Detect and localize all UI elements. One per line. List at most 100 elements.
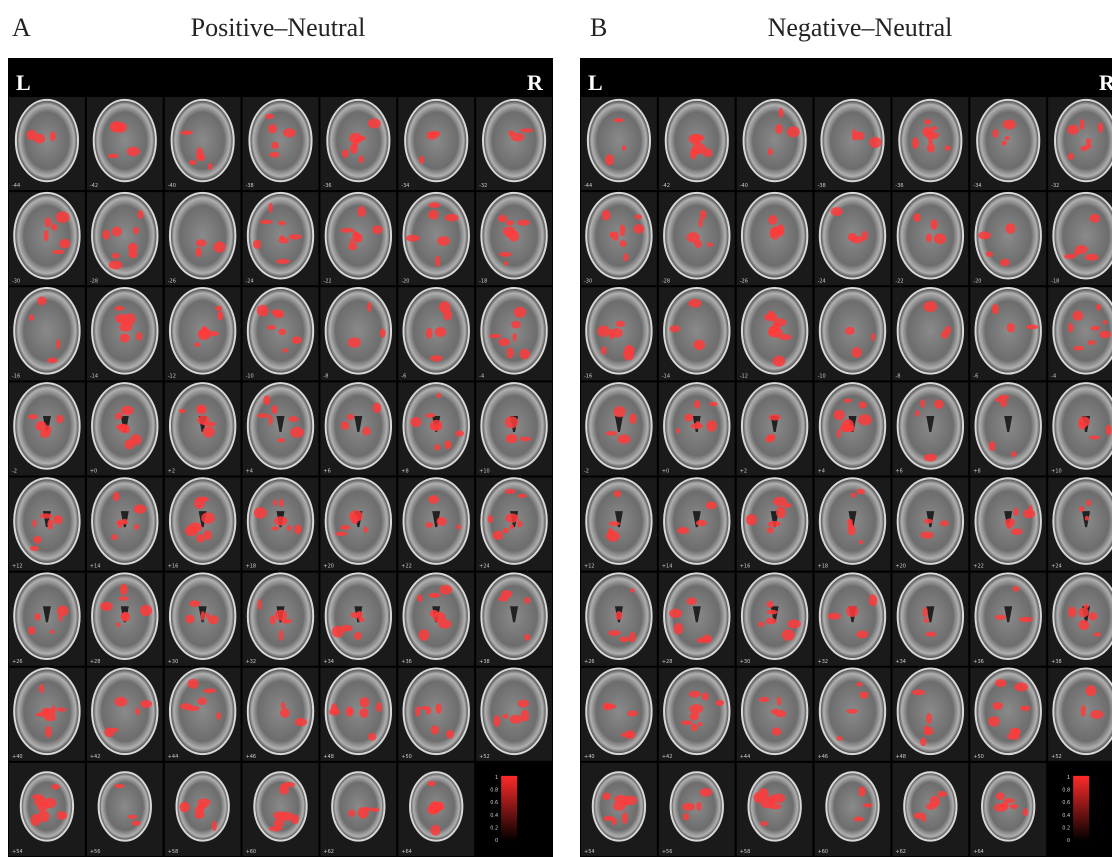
activation [271, 142, 279, 149]
brain-slice: +38 [1048, 573, 1112, 666]
activation [216, 712, 221, 720]
activation [623, 253, 628, 261]
slice-label: -6 [973, 373, 978, 379]
slice-label: +36 [973, 659, 984, 665]
colorbar-tick: 0.2 [490, 825, 498, 831]
brain-slice: -38 [243, 97, 319, 190]
slice-label: +18 [818, 564, 829, 570]
activation [608, 521, 620, 526]
activation [358, 618, 364, 622]
activation [924, 119, 931, 125]
brain-slice: +60 [243, 763, 319, 856]
activation [614, 406, 626, 417]
activation [597, 325, 609, 336]
activation [613, 118, 624, 122]
activation [52, 250, 65, 254]
activation [203, 530, 211, 540]
brain-slice: +38 [476, 573, 552, 666]
brain-slice: +52 [476, 668, 552, 761]
activation [703, 148, 713, 157]
brain-slice: +10 [476, 382, 552, 475]
activation [437, 393, 442, 398]
brain-slice: +14 [659, 478, 735, 571]
brain-slice: -10 [815, 287, 891, 380]
activation [455, 430, 464, 436]
activation [834, 410, 845, 420]
activation [180, 130, 193, 134]
activation [488, 515, 494, 523]
activation [292, 336, 302, 343]
brain-slice: -6 [970, 287, 1046, 380]
activation [119, 596, 129, 601]
activation [768, 326, 778, 337]
activation [1068, 607, 1076, 618]
brain-slice: +48 [892, 668, 968, 761]
activation [1074, 250, 1080, 256]
activation [520, 437, 531, 442]
activation [511, 321, 521, 329]
activation [353, 232, 359, 243]
activation [1086, 138, 1092, 144]
brain-slice: +52 [1048, 668, 1112, 761]
brain [94, 100, 156, 181]
activation [208, 615, 219, 624]
activation [517, 494, 526, 498]
slice-label: +46 [246, 754, 257, 760]
activation [213, 241, 225, 252]
activation [134, 524, 139, 530]
activation [430, 610, 439, 618]
activation [856, 682, 863, 686]
activation [707, 243, 714, 247]
activation [682, 803, 695, 811]
activation [340, 625, 352, 632]
brain-slice: -20 [970, 192, 1046, 285]
activation [116, 622, 120, 627]
brain-slice: -22 [320, 192, 396, 285]
slice-label: +16 [740, 564, 751, 570]
brain-slice: +22 [970, 478, 1046, 571]
activation [773, 794, 785, 803]
activation [196, 405, 206, 415]
slice-label: +40 [12, 754, 23, 760]
activation [119, 324, 132, 332]
brain [172, 100, 234, 181]
activation [926, 233, 932, 242]
activation [354, 632, 362, 640]
activation [1011, 528, 1023, 535]
activation [133, 504, 146, 513]
activation [269, 826, 283, 832]
activation [915, 410, 919, 416]
activation [614, 795, 628, 803]
activation [346, 707, 354, 717]
brain-slice: +28 [659, 573, 735, 666]
activation [606, 431, 618, 436]
panel-title: Positive–Neutral [191, 13, 366, 42]
activation [283, 348, 288, 352]
brain-slice: -18 [476, 192, 552, 285]
activation [520, 128, 533, 132]
slice-label: +2 [168, 469, 175, 475]
activation [26, 130, 36, 141]
activation [1090, 326, 1100, 331]
brain-slice: -32 [1048, 97, 1112, 190]
activation [368, 733, 376, 741]
activation [937, 791, 947, 797]
activation [696, 638, 708, 643]
slice-label: +14 [90, 564, 101, 570]
activation [851, 492, 856, 498]
activation [179, 802, 189, 813]
activation [51, 223, 57, 230]
activation [1004, 136, 1009, 140]
brain-slice: -10 [243, 287, 319, 380]
activation [431, 804, 441, 810]
slice-label: -10 [818, 373, 826, 379]
activation [28, 626, 36, 634]
brain [481, 669, 546, 755]
activation [29, 314, 34, 321]
activation [53, 515, 63, 524]
brain-slice: +64 [970, 763, 1046, 856]
activation [926, 713, 932, 724]
activation [859, 692, 868, 699]
activation [688, 299, 701, 308]
activation [996, 792, 1005, 800]
